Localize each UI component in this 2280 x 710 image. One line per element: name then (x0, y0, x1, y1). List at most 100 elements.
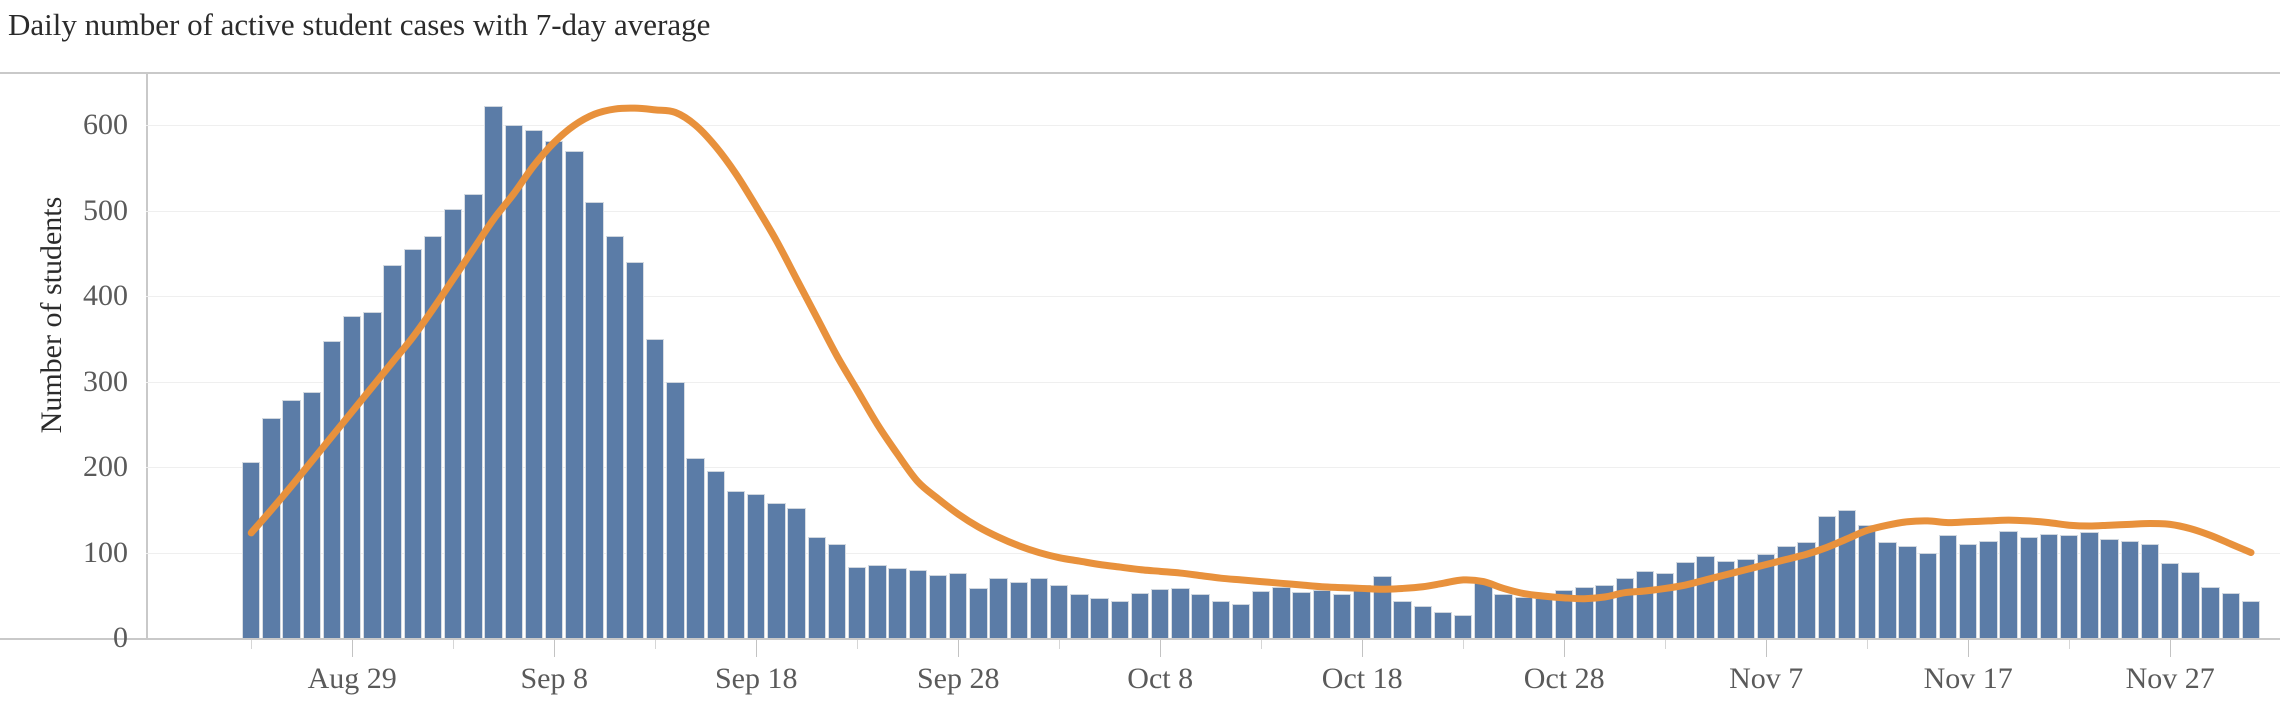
bar (1878, 542, 1897, 638)
bar (403, 249, 422, 638)
bar (827, 544, 847, 638)
bar (1474, 582, 1493, 638)
bar (464, 193, 483, 638)
y-tick-label: 400 (83, 279, 128, 313)
x-minor-tick (1059, 640, 1061, 649)
bar (646, 338, 665, 638)
x-major-tick (1362, 640, 1364, 657)
bar (2100, 538, 2119, 638)
bar (363, 311, 382, 638)
bar (1999, 531, 2018, 638)
bar (666, 381, 685, 638)
bar (1413, 605, 1432, 638)
bar (444, 209, 463, 638)
bar (868, 565, 887, 638)
bar (605, 236, 624, 638)
bar (2039, 533, 2059, 638)
top-divider (0, 72, 2280, 74)
bar (1151, 589, 1170, 638)
bar (343, 315, 362, 638)
bar (2201, 586, 2220, 638)
bar (1292, 591, 1311, 638)
bar (1110, 601, 1129, 638)
y-tick-label: 100 (83, 535, 128, 569)
x-minor-tick (1867, 640, 1869, 649)
bar (1454, 614, 1473, 638)
x-minor-tick (453, 640, 455, 649)
bar (484, 106, 503, 638)
x-minor-tick (655, 640, 657, 649)
bar (262, 418, 281, 638)
bar (1070, 593, 1089, 638)
bar (848, 567, 867, 638)
bar (1696, 555, 1715, 638)
bar (1029, 578, 1049, 638)
bar (545, 140, 564, 638)
bar (2080, 532, 2099, 638)
bar (1615, 578, 1634, 638)
bar (686, 457, 705, 638)
x-tick-label: Nov 7 (1729, 662, 1804, 695)
bar (807, 537, 826, 638)
bar (928, 574, 948, 638)
bar (1353, 585, 1372, 638)
x-minor-tick (857, 640, 859, 649)
x-tick-label: Sep 8 (520, 662, 588, 695)
x-tick-label: Nov 17 (1923, 662, 2013, 695)
bar (908, 569, 927, 638)
plot-area (146, 74, 2280, 638)
x-major-tick (756, 640, 758, 657)
x-tick-label: Sep 28 (916, 662, 1000, 695)
bar (2120, 541, 2139, 638)
x-tick-label: Nov 27 (2125, 662, 2215, 695)
bar (706, 471, 725, 638)
bar (1777, 545, 1796, 638)
bar (1938, 535, 1958, 638)
x-minor-tick (1463, 640, 1465, 649)
y-axis-title: Number of students (35, 196, 68, 434)
bar (888, 567, 907, 638)
bar (1979, 541, 1998, 638)
bar (585, 202, 604, 638)
bar (524, 130, 544, 638)
bar (1736, 559, 1756, 638)
bar (2060, 534, 2079, 638)
x-major-tick (958, 640, 960, 657)
y-axis-line (146, 74, 148, 639)
bar (1514, 596, 1533, 638)
bar (1817, 515, 1836, 638)
bar (1130, 592, 1150, 638)
bar (1312, 590, 1331, 638)
bar (1009, 581, 1028, 638)
bar (1252, 591, 1271, 638)
bar (1716, 561, 1735, 638)
bar (949, 573, 968, 638)
bar (242, 461, 261, 638)
bar (1656, 573, 1675, 638)
y-tick-label: 600 (83, 108, 128, 142)
bar (2019, 537, 2038, 638)
bar (1211, 601, 1230, 638)
bar (767, 502, 786, 638)
x-minor-tick (1665, 640, 1667, 649)
bar (726, 491, 746, 638)
bar (787, 508, 806, 638)
bar (989, 578, 1008, 638)
bar (1393, 601, 1412, 638)
y-tick-label: 0 (113, 621, 128, 654)
bar (1534, 597, 1554, 638)
y-tick-label: 300 (83, 364, 128, 398)
bar (1433, 612, 1453, 638)
bar (1858, 525, 1877, 638)
bar (383, 264, 402, 638)
bar (2161, 562, 2180, 638)
x-major-tick (1766, 640, 1768, 657)
x-major-tick (1968, 640, 1970, 657)
bar (969, 588, 988, 638)
bar (565, 150, 584, 638)
x-major-tick (2170, 640, 2172, 657)
bar (1494, 593, 1513, 638)
x-major-tick (352, 640, 354, 657)
x-tick-label: Sep 18 (714, 662, 798, 695)
x-minor-tick (2069, 640, 2071, 649)
